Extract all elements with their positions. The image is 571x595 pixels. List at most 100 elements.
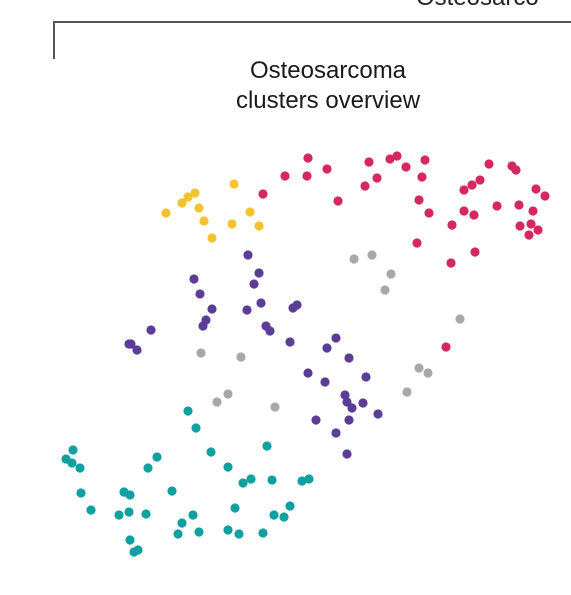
point-yellow-2 — [183, 192, 193, 202]
point-purple-27 — [358, 398, 368, 408]
point-teal-8 — [143, 463, 153, 473]
point-gray-10 — [223, 389, 233, 399]
point-purple-23 — [320, 377, 330, 387]
point-pink-32 — [533, 225, 543, 235]
point-pink-6 — [364, 157, 374, 167]
point-pink-30 — [528, 206, 538, 216]
point-teal-21 — [124, 507, 134, 517]
point-purple-3 — [249, 279, 259, 289]
point-gray-2 — [386, 269, 396, 279]
point-pink-35 — [470, 247, 480, 257]
point-pink-37 — [441, 342, 451, 352]
point-teal-7 — [152, 452, 162, 462]
point-teal-12 — [238, 478, 248, 488]
point-purple-32 — [331, 428, 341, 438]
point-yellow-6 — [199, 216, 209, 226]
point-gray-5 — [196, 348, 206, 358]
point-teal-0 — [183, 406, 193, 416]
point-teal-1 — [191, 423, 201, 433]
point-gray-11 — [212, 397, 222, 407]
point-purple-7 — [242, 305, 252, 315]
point-teal-14 — [297, 476, 307, 486]
point-purple-2 — [189, 274, 199, 284]
point-purple-21 — [344, 353, 354, 363]
point-teal-26 — [285, 501, 295, 511]
point-teal-2 — [262, 441, 272, 451]
point-teal-5 — [67, 458, 77, 468]
point-gray-0 — [367, 250, 377, 260]
panel-title: Osteosarcoma clusters overview — [0, 56, 571, 116]
point-purple-16 — [124, 339, 134, 349]
point-teal-20 — [86, 505, 96, 515]
point-purple-22 — [303, 368, 313, 378]
point-gray-12 — [270, 402, 280, 412]
point-yellow-0 — [229, 179, 239, 189]
point-teal-37 — [129, 547, 139, 557]
point-pink-11 — [372, 173, 382, 183]
cluster-teal — [61, 406, 314, 557]
point-pink-21 — [467, 180, 477, 190]
point-teal-24 — [188, 510, 198, 520]
point-pink-9 — [401, 162, 411, 172]
point-purple-19 — [331, 333, 341, 343]
point-purple-14 — [146, 325, 156, 335]
point-purple-5 — [256, 298, 266, 308]
cluster-pink — [258, 151, 550, 352]
point-pink-31 — [526, 219, 536, 229]
point-gray-3 — [380, 285, 390, 295]
cluster-gray — [196, 250, 465, 412]
cluster-yellow — [161, 179, 264, 243]
point-purple-11 — [198, 321, 208, 331]
point-pink-33 — [515, 221, 525, 231]
panel-title-line-1: Osteosarcoma — [249, 57, 407, 84]
point-pink-8 — [392, 151, 402, 161]
point-purple-6 — [207, 304, 217, 314]
point-teal-18 — [125, 490, 135, 500]
point-teal-3 — [68, 445, 78, 455]
point-pink-25 — [492, 201, 502, 211]
point-pink-20 — [475, 175, 485, 185]
point-teal-13 — [267, 475, 277, 485]
point-pink-26 — [514, 200, 524, 210]
point-yellow-5 — [161, 208, 171, 218]
point-pink-28 — [469, 210, 479, 220]
point-purple-28 — [347, 403, 357, 413]
point-pink-24 — [540, 191, 550, 201]
point-pink-1 — [322, 164, 332, 174]
point-teal-10 — [223, 462, 233, 472]
point-pink-17 — [484, 159, 494, 169]
point-yellow-4 — [194, 203, 204, 213]
point-purple-13 — [265, 326, 275, 336]
point-pink-4 — [258, 189, 268, 199]
point-pink-7 — [385, 154, 395, 164]
point-yellow-3 — [177, 198, 187, 208]
point-yellow-8 — [227, 219, 237, 229]
point-purple-4 — [195, 289, 205, 299]
point-teal-28 — [279, 512, 289, 522]
point-purple-9 — [288, 303, 298, 313]
panel-bracket — [53, 21, 571, 59]
point-pink-23 — [531, 184, 541, 194]
point-pink-12 — [360, 181, 370, 191]
point-purple-18 — [285, 337, 295, 347]
panel-title-line-2: clusters overview — [235, 87, 421, 114]
point-yellow-9 — [254, 221, 264, 231]
point-purple-25 — [340, 390, 350, 400]
point-pink-10 — [420, 155, 430, 165]
point-pink-14 — [414, 195, 424, 205]
point-yellow-1 — [190, 188, 200, 198]
point-teal-9 — [206, 447, 216, 457]
point-purple-33 — [342, 449, 352, 459]
point-pink-34 — [524, 230, 534, 240]
point-purple-0 — [243, 250, 253, 260]
point-pink-0 — [303, 153, 313, 163]
point-purple-20 — [322, 343, 332, 353]
point-teal-34 — [258, 528, 268, 538]
point-yellow-7 — [245, 207, 255, 217]
point-pink-3 — [302, 171, 312, 181]
point-pink-27 — [459, 206, 469, 216]
point-pink-15 — [424, 208, 434, 218]
point-teal-32 — [223, 525, 233, 535]
point-purple-1 — [254, 268, 264, 278]
